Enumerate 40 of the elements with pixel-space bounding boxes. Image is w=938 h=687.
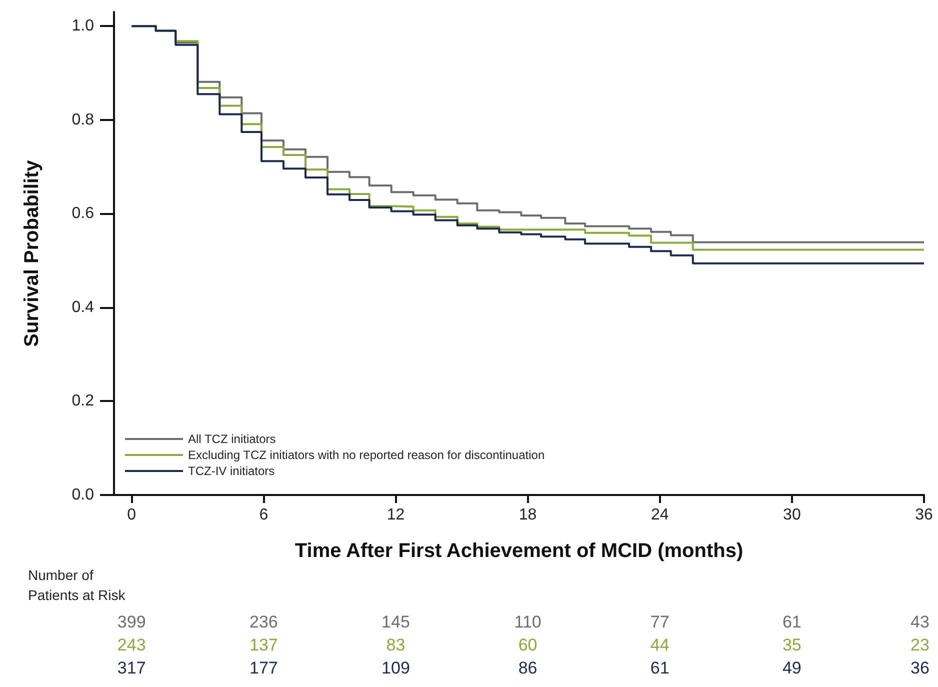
x-tick-label: 30 [783, 506, 801, 524]
text: 36 [910, 658, 930, 678]
text: 49 [782, 658, 802, 678]
text: 86 [518, 658, 538, 678]
y-tick-label: 0.0 [72, 486, 94, 504]
y-tick-label: 0.2 [72, 392, 94, 410]
legend-label: TCZ-IV initiators [188, 464, 275, 478]
y-tick-label: 0.8 [72, 111, 94, 128]
y-axis-title: Survival Probability [21, 159, 43, 347]
text: 177 [249, 658, 278, 678]
y-tick-label: 0.4 [72, 298, 94, 316]
text: 35 [782, 636, 802, 654]
y-tick-label: 1.0 [72, 18, 94, 35]
y-tick-label: 0.6 [72, 205, 94, 222]
x-tick-label: 18 [518, 506, 537, 524]
text: 23 [910, 636, 930, 654]
text: 110 [514, 612, 542, 632]
text: 399 [117, 612, 146, 632]
text: 243 [117, 636, 146, 654]
text: Number of Patients at Risk [28, 567, 126, 603]
legend-label: All TCZ initiators [188, 432, 276, 446]
x-tick-label: 6 [259, 506, 268, 524]
text: 44 [650, 636, 670, 654]
text: 60 [518, 636, 538, 654]
text: 77 [650, 612, 670, 632]
text: 61 [782, 612, 802, 632]
text: 137 [249, 636, 278, 654]
x-axis-title: Time After First Achievement of MCID (months) [294, 540, 744, 562]
text: 109 [382, 658, 410, 678]
legend-label: Excluding TCZ initiators with no reported reason for discontinuation [188, 448, 545, 462]
text: 61 [650, 658, 670, 678]
text: 145 [382, 612, 410, 632]
text: 83 [386, 636, 406, 654]
x-tick-label: 24 [650, 506, 669, 524]
x-tick-label: 12 [386, 506, 405, 524]
text: 43 [910, 612, 930, 632]
text: 317 [117, 658, 146, 678]
text: 236 [249, 612, 278, 632]
x-tick-label: 36 [915, 506, 933, 524]
x-tick-label: 0 [127, 506, 136, 524]
